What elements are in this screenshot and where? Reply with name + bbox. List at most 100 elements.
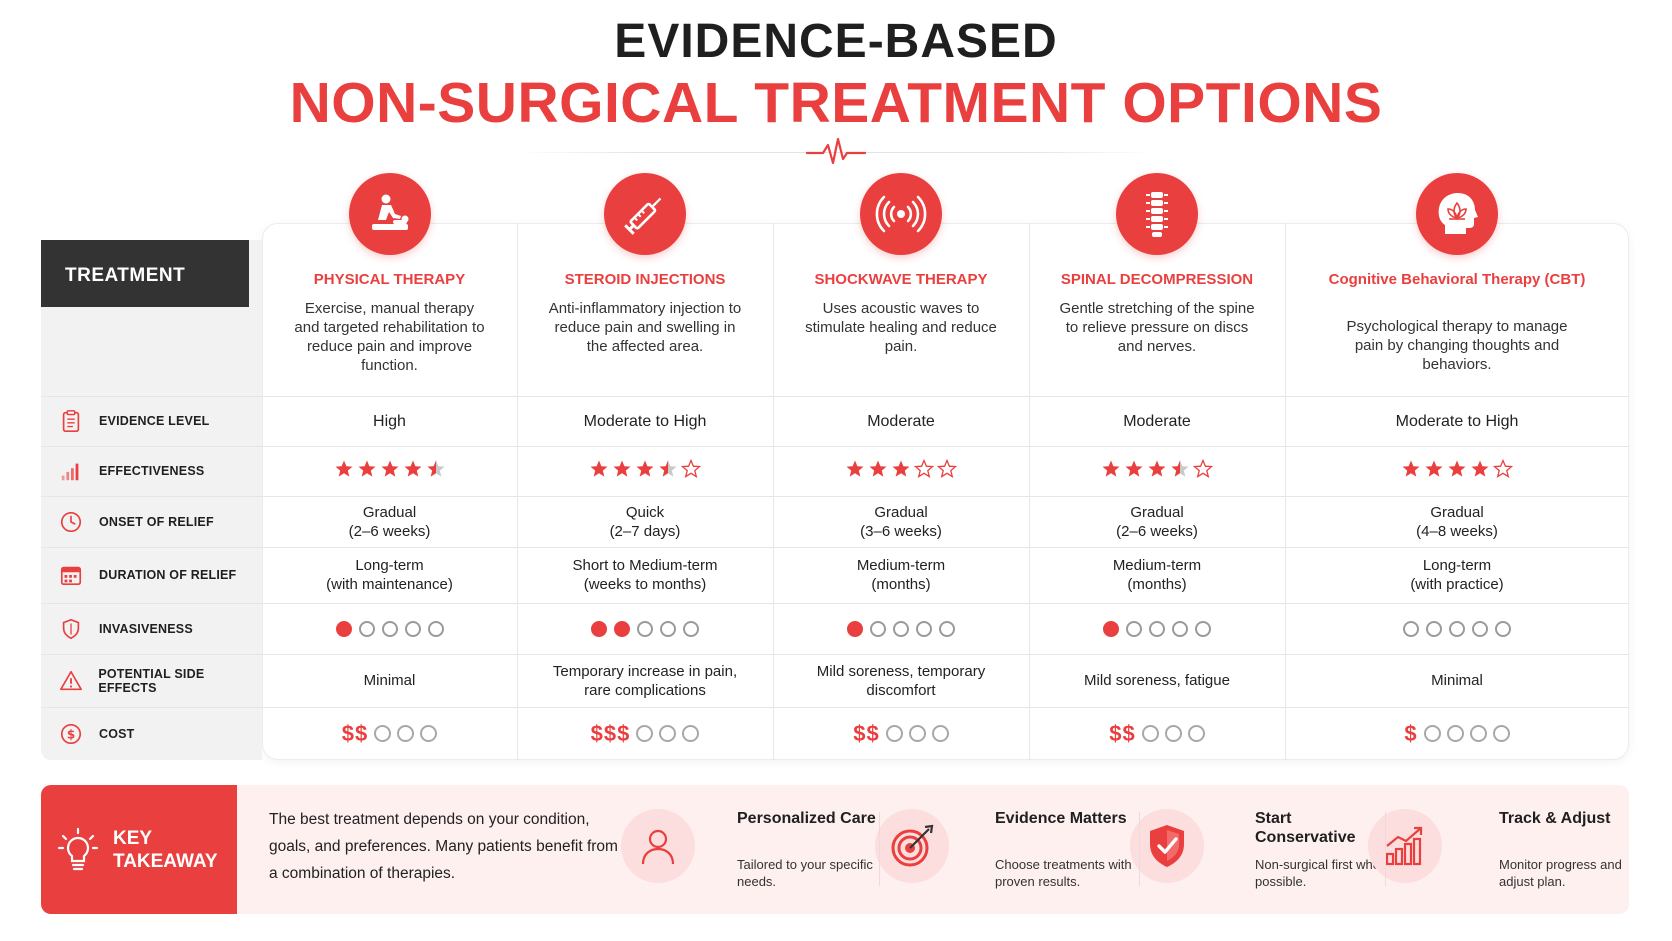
cost-symbols: $$$ — [590, 721, 631, 746]
warning-icon — [58, 668, 83, 694]
row-divider — [41, 707, 1629, 708]
star-full-icon — [403, 459, 423, 484]
star-empty-icon — [680, 458, 702, 484]
cost-dot-empty — [636, 725, 654, 742]
row-label-evidence-level: EVIDENCE LEVEL — [41, 396, 262, 446]
cost-dot-empty — [397, 725, 415, 742]
person-icon — [621, 809, 695, 883]
evidence-level-value: Moderate — [1123, 412, 1191, 430]
duration-of-relief-value: Short to Medium-term (weeks to months) — [517, 547, 773, 603]
duration-term: Long-term — [355, 557, 424, 574]
column-divider — [773, 223, 774, 760]
onset-speed: Gradual — [362, 503, 417, 521]
spine-icon — [1116, 173, 1198, 255]
shield-check-icon — [1130, 809, 1204, 883]
tip-subtitle: Non-surgical first when possible. — [1255, 857, 1388, 889]
column-description: Gentle stretching of the spine to reliev… — [1059, 300, 1255, 355]
evidence-level-value: High — [373, 412, 406, 430]
star-full-icon — [1124, 459, 1144, 484]
row-label-onset-of-relief: ONSET OF RELIEF — [41, 496, 262, 547]
invasiveness-dot-empty — [1472, 620, 1488, 637]
invasiveness-dot-empty — [870, 620, 886, 637]
row-divider — [41, 654, 1629, 655]
column-description: Anti-inflammatory injection to reduce pa… — [548, 300, 742, 355]
row-divider — [41, 446, 1629, 447]
tip-subtitle: Choose treatments with proven results. — [995, 857, 1132, 889]
invasiveness-dot-empty — [939, 620, 955, 637]
star-empty-icon — [1492, 458, 1514, 484]
row-label-text: EFFECTIVENESS — [99, 464, 205, 478]
key-takeaway-title: KEY TAKEAWAY — [113, 827, 233, 873]
tip-divider — [1385, 812, 1386, 886]
syringe-icon — [604, 173, 686, 255]
star-full-icon — [1147, 459, 1167, 484]
invasiveness-rating — [773, 603, 1029, 654]
svg-text:$: $ — [67, 727, 75, 741]
onset-of-relief-value: Gradual (2–6 weeks) — [262, 496, 517, 547]
star-full-icon — [1401, 459, 1421, 484]
duration-of-relief-value: Long-term (with practice) — [1285, 547, 1629, 603]
column-description: Uses acoustic waves to stimulate healing… — [805, 300, 997, 355]
invasiveness-dot-empty — [381, 620, 398, 637]
invasiveness-dot-empty — [637, 620, 653, 637]
tip-title: Personalized Care — [737, 810, 876, 827]
cost-dot-empty — [420, 725, 438, 742]
tip-title: Start Conservative — [1255, 810, 1356, 846]
shield-icon — [58, 616, 84, 642]
effectiveness-rating — [1285, 446, 1629, 496]
column-divider — [517, 223, 518, 760]
evidence-level-value: Moderate — [867, 412, 935, 430]
duration-of-relief-value: Medium-term (months) — [773, 547, 1029, 603]
side-effects-value: Temporary increase in pain, rare complic… — [552, 662, 738, 699]
star-empty-icon — [936, 458, 958, 484]
comparison-table — [262, 223, 1629, 760]
calendar-icon — [58, 562, 84, 588]
cost-dot-empty — [1141, 725, 1159, 742]
star-full-icon — [868, 459, 888, 484]
page-title-line2: NON-SURGICAL TREATMENT OPTIONS — [289, 71, 1383, 135]
invasiveness-dot-filled — [847, 620, 863, 637]
row-label-text: INVASIVENESS — [99, 621, 193, 636]
cost-symbols: $$ — [341, 721, 369, 746]
side-effects-value: Minimal — [363, 672, 416, 689]
onset-range: (3–6 weeks) — [860, 522, 942, 540]
cost-rating: $ — [1285, 707, 1629, 760]
cost-dot-empty — [931, 725, 949, 742]
star-full-icon — [589, 459, 609, 484]
onset-speed: Quick — [625, 503, 665, 521]
evidence-level-value: Moderate to High — [583, 412, 707, 430]
star-full-icon — [612, 459, 632, 484]
onset-of-relief-value: Quick (2–7 days) — [517, 496, 773, 547]
column-divider — [1029, 223, 1030, 760]
effectiveness-rating — [1029, 446, 1285, 496]
cost-rating: $$ — [773, 707, 1029, 760]
invasiveness-dot-empty — [1449, 620, 1465, 637]
target-icon — [875, 809, 949, 883]
invasiveness-dot-empty — [1195, 620, 1211, 637]
column-title: SHOCKWAVE THERAPY — [814, 271, 988, 288]
tip-divider — [1139, 812, 1140, 886]
star-full-icon — [891, 459, 911, 484]
onset-of-relief-value: Gradual (4–8 weeks) — [1285, 496, 1629, 547]
star-full-icon — [635, 459, 655, 484]
onset-of-relief-value: Gradual (2–6 weeks) — [1029, 496, 1285, 547]
side-effects-value: Minimal — [1431, 672, 1483, 689]
cost-dot-empty — [1423, 725, 1441, 742]
invasiveness-dot-empty — [427, 620, 444, 637]
cost-dot-empty — [1187, 725, 1205, 742]
onset-speed: Gradual — [1430, 503, 1484, 521]
row-divider — [41, 603, 1629, 604]
effectiveness-rating — [773, 446, 1029, 496]
star-full-icon — [357, 459, 377, 484]
key-takeaway-title-line1: KEY — [113, 828, 153, 849]
heartbeat-icon — [805, 137, 867, 165]
star-full-icon — [1447, 459, 1467, 484]
cost-rating: $$ — [1029, 707, 1285, 760]
treatment-corner-header: TREATMENT — [41, 240, 249, 307]
acoustic-waves-icon — [860, 173, 942, 255]
star-full-icon — [1470, 459, 1490, 484]
duration-note: (weeks to months) — [583, 576, 707, 593]
onset-range: (2–6 weeks) — [1116, 522, 1198, 540]
duration-note: (months) — [1127, 576, 1187, 593]
star-half-icon — [658, 459, 678, 484]
